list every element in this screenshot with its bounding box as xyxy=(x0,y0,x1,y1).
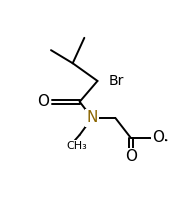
Text: O: O xyxy=(152,131,164,145)
Text: O: O xyxy=(125,149,137,164)
Text: O: O xyxy=(37,94,49,109)
Text: N: N xyxy=(86,110,98,125)
Text: Br: Br xyxy=(108,74,124,88)
Text: CH₃: CH₃ xyxy=(66,141,87,151)
